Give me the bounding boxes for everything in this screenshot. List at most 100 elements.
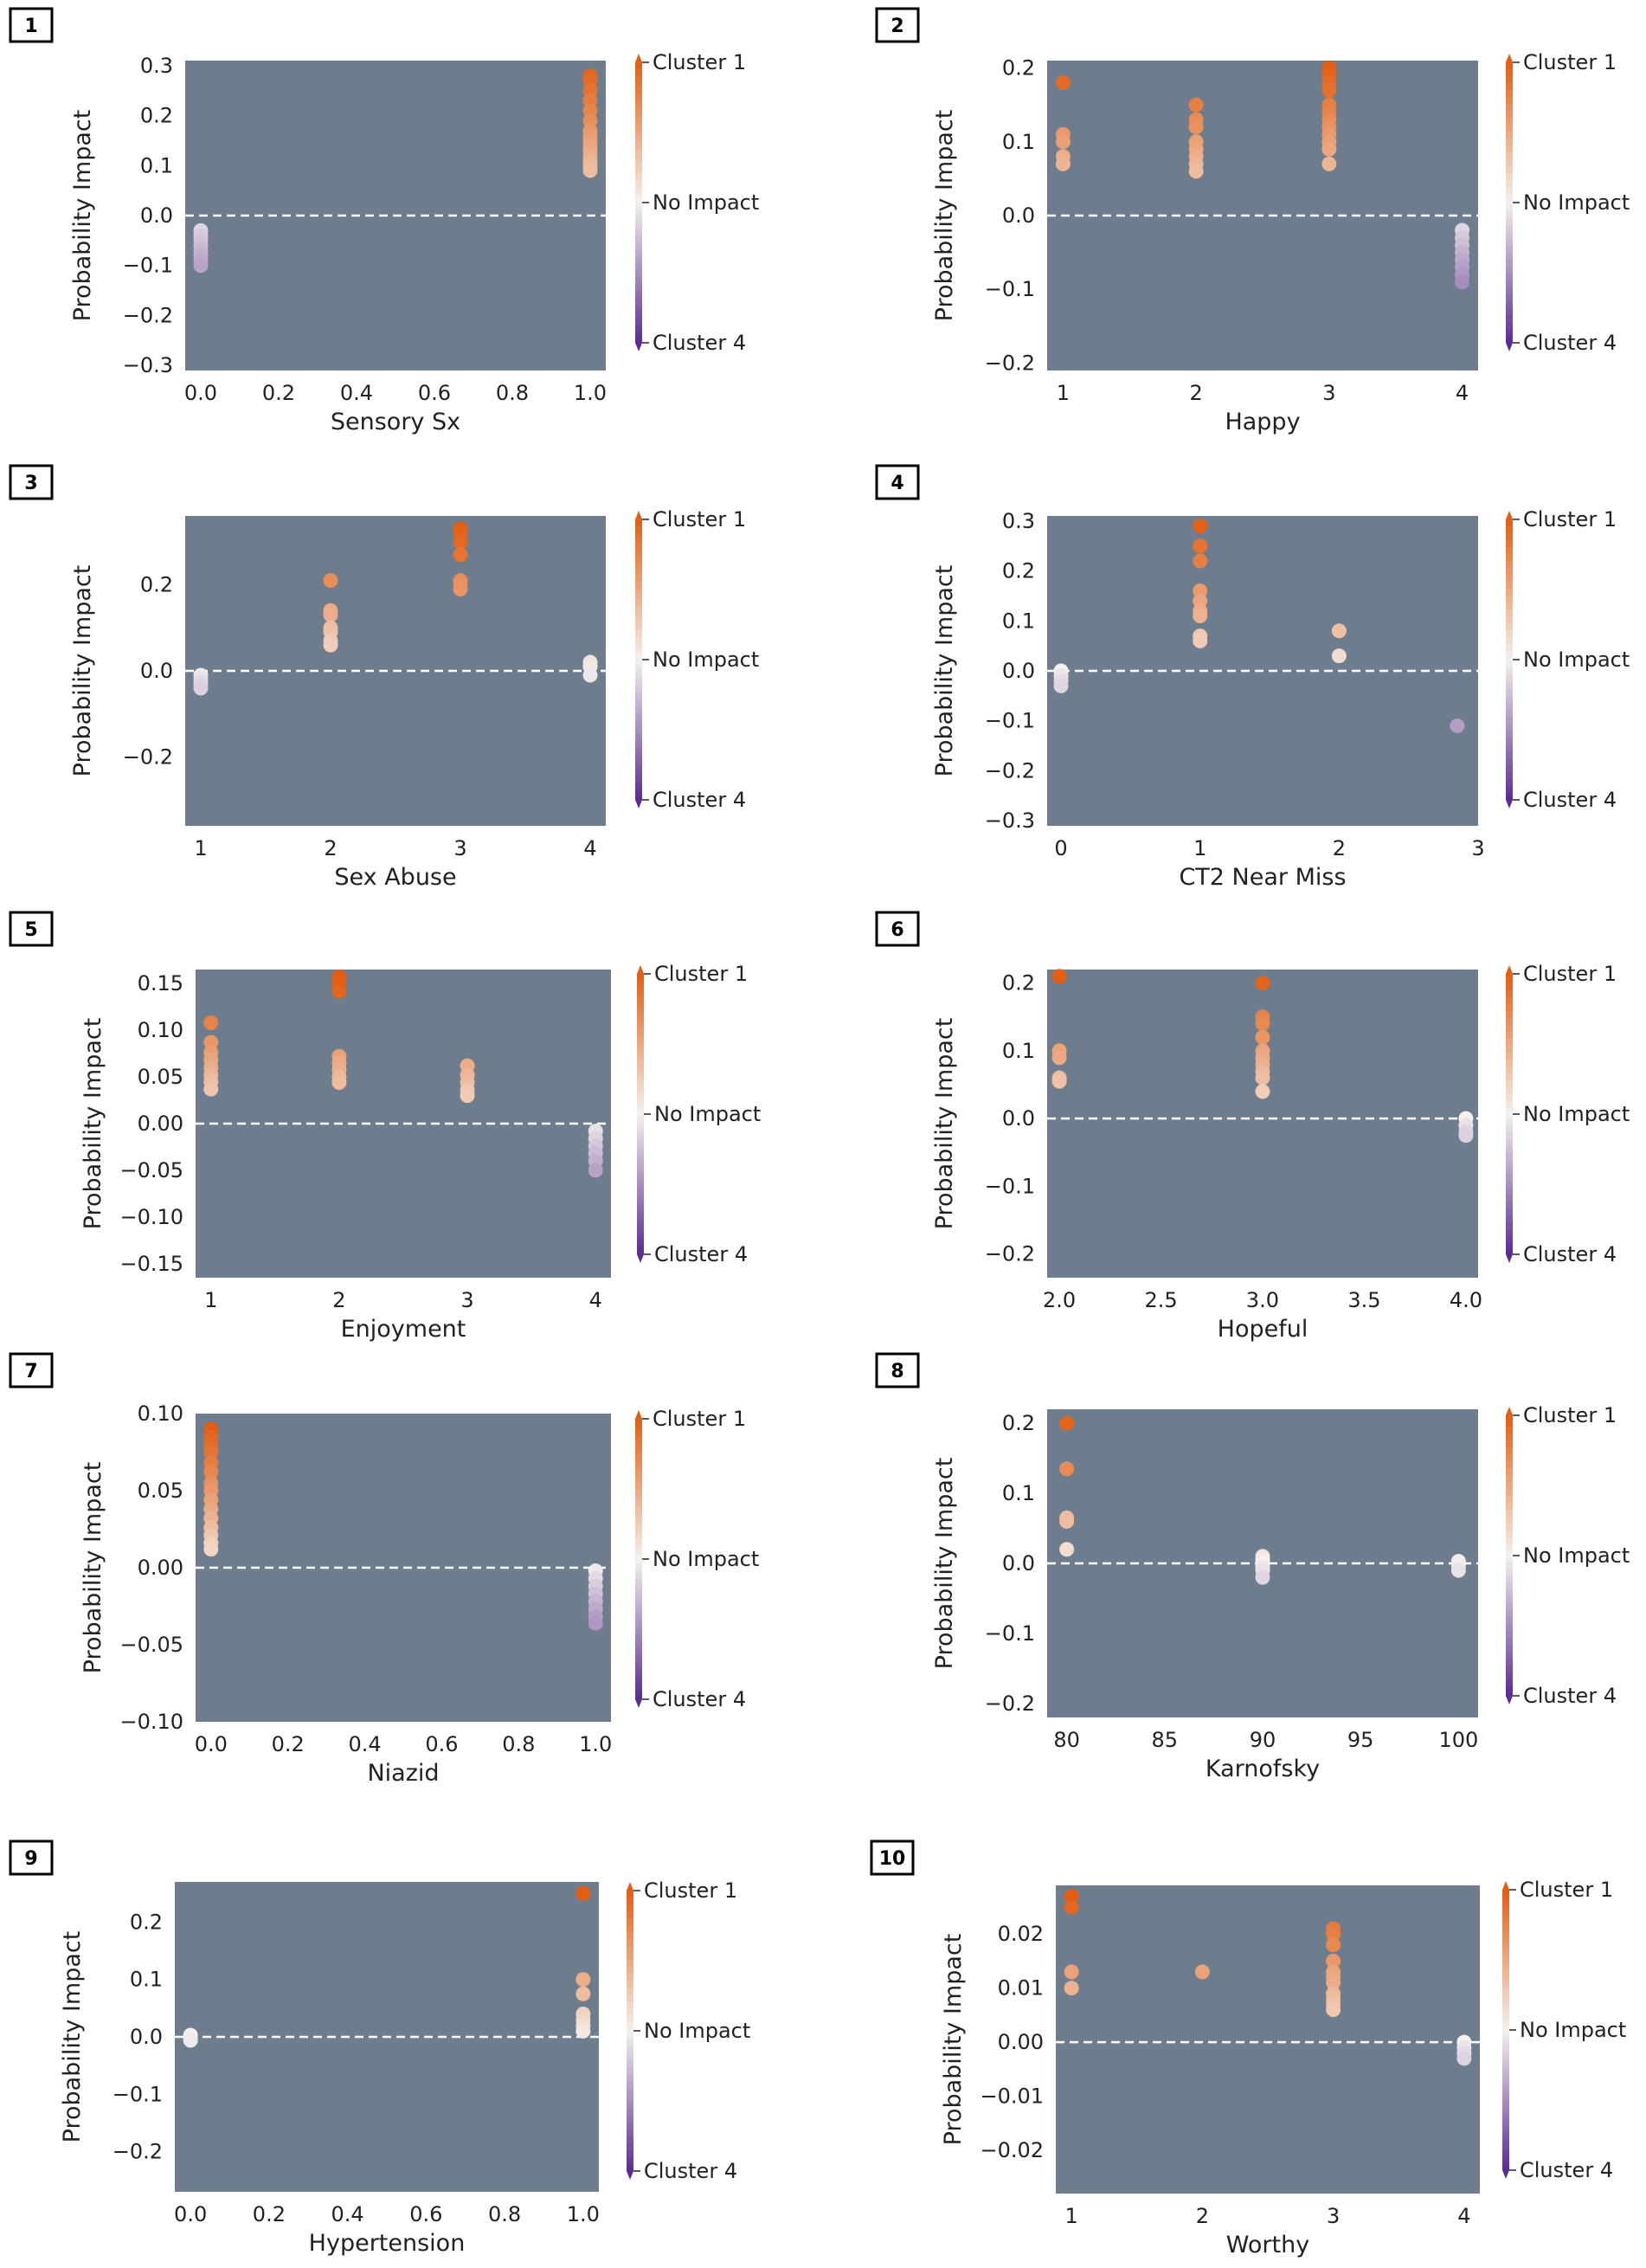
data-point xyxy=(1064,1981,1079,1996)
scatter-chart: 0.0 0.2 0.4 0.6 0.8 1.0 −0.10 −0.05 0.00 0.05 0.10… xyxy=(80,1401,759,1787)
data-point xyxy=(453,582,468,597)
x-tick-label: 0.6 xyxy=(409,2202,442,2226)
y-tick-label: −0.1 xyxy=(985,277,1035,301)
y-tick-label: −0.10 xyxy=(119,1205,183,1229)
panel-number: 10 xyxy=(879,1848,906,1870)
data-point xyxy=(1193,519,1208,534)
y-tick-label: 0.2 xyxy=(140,104,173,128)
y-tick-label: −0.1 xyxy=(123,254,173,278)
panel-number-box: 2 xyxy=(875,7,920,43)
data-point xyxy=(323,607,338,622)
data-point xyxy=(582,163,598,178)
x-tick-label: 2 xyxy=(1196,2204,1209,2228)
x-tick-label: 2 xyxy=(1333,836,1346,860)
x-tick-label: 0.2 xyxy=(272,1732,305,1756)
y-axis-label: Probability Impact xyxy=(931,1458,958,1670)
y-axis-label: Probability Impact xyxy=(931,565,958,777)
colorbar-label-bottom: Cluster 4 xyxy=(1520,2158,1613,2182)
y-tick-label: −0.2 xyxy=(985,758,1035,783)
panel-number-frame xyxy=(875,1352,920,1389)
data-point xyxy=(1255,1070,1270,1086)
x-tick-label: 0.0 xyxy=(174,2202,207,2226)
data-point xyxy=(1188,119,1204,135)
data-point xyxy=(193,258,209,274)
x-tick-label: 0.2 xyxy=(253,2202,286,2226)
data-point xyxy=(203,1445,219,1459)
colorbar-label-top: Cluster 1 xyxy=(653,507,746,532)
data-point xyxy=(1326,1953,1341,1968)
colorbar-label-middle: No Impact xyxy=(1523,648,1630,672)
colorbar-bottom-extend xyxy=(635,1699,642,1708)
y-tick-label: −0.2 xyxy=(113,2140,163,2164)
data-point xyxy=(1255,976,1270,991)
data-point xyxy=(1064,1964,1079,1980)
data-point xyxy=(1331,648,1347,664)
colorbar-label-middle: No Impact xyxy=(653,1547,759,1571)
data-point xyxy=(460,1088,475,1104)
colorbar-bottom-extend xyxy=(627,2171,633,2180)
x-tick-label: 4 xyxy=(583,836,596,860)
colorbar-label-top: Cluster 1 xyxy=(1520,1878,1613,1902)
y-tick-label: −0.2 xyxy=(123,744,173,769)
y-tick-label: 0.2 xyxy=(140,573,173,597)
y-tick-label: 0.10 xyxy=(138,1018,183,1042)
colorbar-top-extend xyxy=(635,1410,642,1419)
colorbar-top-extend xyxy=(1502,1881,1509,1890)
colorbar-top-extend xyxy=(635,511,642,519)
y-tick-label: 0.3 xyxy=(1002,509,1035,533)
x-tick-label: 0 xyxy=(1054,836,1067,860)
data-point xyxy=(1255,1084,1270,1099)
x-tick-label: 95 xyxy=(1347,1728,1374,1752)
data-point xyxy=(1326,1975,1341,1990)
scatter-chart: 2.0 2.5 3.0 3.5 4.0 −0.2 −0.1 0.0 0.1 0.2 Hopeful P… xyxy=(931,962,1630,1343)
colorbar-top-extend xyxy=(635,54,642,62)
y-tick-label: 0.0 xyxy=(1002,203,1035,228)
x-tick-label: 1 xyxy=(1193,836,1206,860)
data-point xyxy=(1321,156,1337,171)
y-tick-label: 0.2 xyxy=(1002,56,1035,81)
y-axis-label: Probability Impact xyxy=(80,1018,106,1230)
y-tick-label: 0.1 xyxy=(1002,1039,1035,1063)
colorbar-label-top: Cluster 1 xyxy=(1523,507,1617,532)
panel-number-box: 6 xyxy=(875,911,920,947)
y-tick-label: −0.10 xyxy=(119,1710,183,1734)
panel-number: 1 xyxy=(24,16,37,37)
colorbar-label-middle: No Impact xyxy=(1523,1543,1630,1568)
colorbar-label-bottom: Cluster 4 xyxy=(644,2159,737,2183)
panel-number-box: 9 xyxy=(9,1840,54,1876)
x-tick-label: 0.4 xyxy=(340,381,373,405)
x-tick-label: 2.0 xyxy=(1043,1288,1076,1312)
y-tick-label: −0.1 xyxy=(985,709,1035,733)
colorbar xyxy=(635,1419,642,1699)
y-tick-label: −0.02 xyxy=(980,2138,1044,2162)
data-point xyxy=(331,983,347,999)
x-tick-label: 3 xyxy=(453,836,466,860)
data-point xyxy=(1321,141,1337,157)
scatter-chart: 80 85 90 95 100 −0.2 −0.1 0.0 0.1 0.2 Karnofsky Pro… xyxy=(931,1403,1630,1782)
data-point xyxy=(203,1465,219,1480)
data-point xyxy=(453,534,468,550)
y-axis-label: Probability Impact xyxy=(69,110,96,322)
colorbar-top-extend xyxy=(637,965,644,974)
x-tick-label: 3.0 xyxy=(1246,1288,1279,1312)
colorbar-label-bottom: Cluster 4 xyxy=(653,1687,746,1711)
data-point xyxy=(1188,164,1204,179)
data-point xyxy=(575,1986,591,2001)
x-axis-label: Happy xyxy=(1225,409,1300,435)
x-tick-label: 80 xyxy=(1053,1728,1080,1752)
x-axis-label: Worthy xyxy=(1226,2232,1309,2258)
x-tick-label: 1 xyxy=(1057,381,1070,405)
y-tick-label: −0.2 xyxy=(123,303,173,327)
x-tick-label: 0.8 xyxy=(496,381,529,405)
colorbar-label-bottom: Cluster 4 xyxy=(1523,1684,1617,1708)
scatter-chart: 1 2 3 4 −0.2 0.0 0.2 Sex Abuse Probability Impac… xyxy=(69,507,759,891)
y-tick-label: 0.0 xyxy=(1002,1551,1035,1575)
x-axis-label: Karnofsky xyxy=(1206,1756,1320,1782)
y-tick-label: 0.1 xyxy=(1002,609,1035,633)
x-tick-label: 2 xyxy=(1190,381,1203,405)
colorbar-label-bottom: Cluster 4 xyxy=(653,788,746,812)
colorbar xyxy=(1506,62,1513,343)
y-tick-label: 0.1 xyxy=(1002,1481,1035,1505)
y-axis-label: Probability Impact xyxy=(59,1931,86,2143)
